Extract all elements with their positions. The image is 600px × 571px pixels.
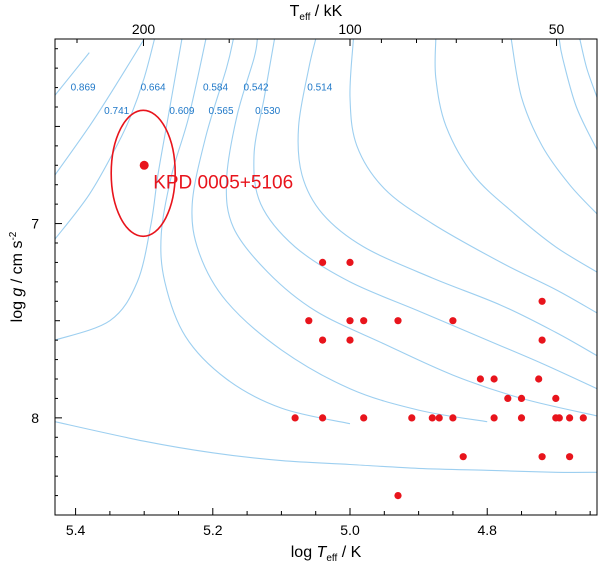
data-point bbox=[319, 414, 327, 422]
x-tick-label: 5.2 bbox=[203, 522, 223, 538]
y-axis-label-suffix: / cm s bbox=[9, 241, 26, 288]
top-axis-label-suffix: / kK bbox=[310, 3, 342, 20]
highlight-label: KPD 0005+5106 bbox=[153, 172, 293, 193]
data-point bbox=[552, 394, 560, 402]
track-label: 0.741 bbox=[104, 106, 129, 117]
data-point bbox=[319, 258, 327, 266]
data-point bbox=[394, 317, 402, 325]
x-axis-label: log Teff / K bbox=[291, 544, 362, 564]
data-point bbox=[408, 414, 416, 422]
y-axis-label-var: g bbox=[9, 288, 26, 297]
data-point bbox=[538, 297, 546, 305]
track-mass-labels: 0.869 0.664 0.584 0.542 0.514 0.741 0.609 0.565… bbox=[71, 83, 333, 117]
data-point bbox=[504, 394, 512, 402]
data-point bbox=[490, 375, 498, 383]
y-axis-label-prefix: log bbox=[9, 297, 26, 323]
track-label: 0.609 bbox=[169, 106, 194, 117]
data-point bbox=[535, 375, 543, 383]
x-tick-label: 5.4 bbox=[66, 522, 86, 538]
track-line-14 bbox=[55, 421, 597, 473]
track-label: 0.584 bbox=[203, 83, 228, 94]
data-point bbox=[394, 492, 402, 500]
data-point bbox=[428, 414, 436, 422]
track-label: 0.869 bbox=[71, 83, 96, 94]
top-tick-label: 200 bbox=[132, 21, 156, 37]
data-point bbox=[538, 453, 546, 461]
top-axis-label-var: T bbox=[290, 3, 300, 20]
data-point bbox=[579, 414, 587, 422]
evolutionary-tracks bbox=[55, 39, 597, 473]
top-axis-label-sub: eff bbox=[299, 12, 310, 23]
top-tick-label: 50 bbox=[549, 21, 565, 37]
track-line-8 bbox=[297, 39, 597, 357]
data-point bbox=[566, 414, 574, 422]
axis-ticks: 5.4 5.2 5.0 4.8 7 8 200 100 50 bbox=[31, 21, 591, 538]
data-point bbox=[291, 414, 299, 422]
data-point bbox=[476, 375, 484, 383]
data-point bbox=[449, 414, 457, 422]
data-point bbox=[517, 394, 526, 402]
y-tick-label: 7 bbox=[31, 216, 39, 232]
highlight-ellipse bbox=[110, 109, 176, 238]
data-point bbox=[360, 317, 368, 325]
data-point bbox=[319, 336, 327, 344]
track-line-11 bbox=[510, 39, 597, 215]
track-line-4 bbox=[160, 39, 351, 425]
x-tick-label: 4.8 bbox=[477, 522, 497, 538]
x-axis-label-prefix: log bbox=[291, 544, 317, 561]
y-axis-label: log g / cm s-2 bbox=[8, 231, 26, 322]
data-point bbox=[360, 414, 368, 422]
track-line-5 bbox=[191, 39, 488, 423]
track-line-1 bbox=[55, 39, 145, 176]
plot-frame bbox=[54, 38, 598, 516]
data-point bbox=[305, 317, 313, 325]
track-line-0 bbox=[55, 52, 90, 96]
track-label: 0.565 bbox=[208, 106, 233, 117]
track-line-13 bbox=[579, 39, 597, 98]
track-line-6 bbox=[225, 39, 597, 417]
track-line-2 bbox=[55, 39, 156, 240]
x-axis-label-var: T bbox=[317, 544, 328, 561]
y-tick-label: 8 bbox=[31, 410, 39, 426]
data-point bbox=[346, 317, 354, 325]
data-point bbox=[517, 414, 526, 422]
track-line-12 bbox=[558, 39, 597, 150]
data-point bbox=[449, 317, 457, 325]
x-tick-label: 5.0 bbox=[340, 522, 360, 538]
highlight-star: KPD 0005+5106 bbox=[110, 109, 293, 238]
x-axis-label-suffix: / K bbox=[337, 544, 361, 561]
data-point bbox=[346, 258, 354, 266]
top-axis-label: Teff / kK bbox=[290, 3, 343, 23]
track-line-7 bbox=[253, 39, 597, 390]
data-point bbox=[435, 414, 443, 422]
data-point bbox=[538, 336, 546, 344]
track-label: 0.514 bbox=[307, 83, 332, 94]
track-line-9 bbox=[349, 39, 597, 314]
track-label: 0.664 bbox=[141, 83, 166, 94]
data-point bbox=[555, 414, 563, 422]
x-axis-label-sub: eff bbox=[326, 553, 337, 564]
track-line-10 bbox=[434, 39, 597, 273]
highlight-point bbox=[139, 160, 149, 170]
y-axis-label-sup: -2 bbox=[8, 231, 19, 240]
data-point bbox=[490, 414, 498, 422]
data-point bbox=[346, 336, 354, 344]
track-line-3 bbox=[55, 39, 183, 341]
data-points bbox=[291, 258, 587, 500]
data-point bbox=[566, 453, 574, 461]
top-tick-label: 100 bbox=[338, 21, 362, 37]
track-label: 0.530 bbox=[255, 106, 280, 117]
track-label: 0.542 bbox=[243, 83, 268, 94]
data-point bbox=[459, 453, 467, 461]
